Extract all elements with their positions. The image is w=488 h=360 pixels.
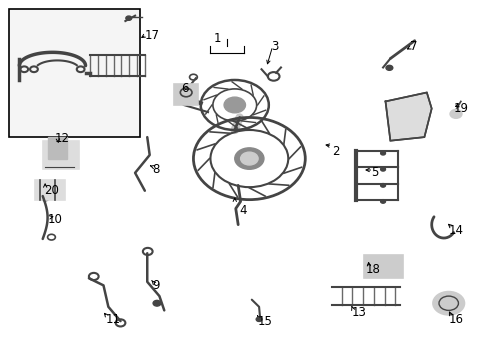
Bar: [351, 148, 409, 203]
Circle shape: [153, 300, 161, 306]
Text: 1: 1: [214, 32, 221, 45]
Text: 8: 8: [152, 163, 159, 176]
Circle shape: [385, 65, 392, 70]
Text: 10: 10: [47, 213, 62, 226]
Bar: [9, 9, 140, 137]
Bar: [35, 180, 64, 200]
Bar: [363, 255, 402, 278]
Text: 18: 18: [366, 263, 380, 276]
Text: 20: 20: [43, 184, 59, 197]
Text: 5: 5: [370, 166, 378, 179]
Text: 2: 2: [331, 145, 339, 158]
Text: 11: 11: [106, 313, 121, 326]
Text: 14: 14: [448, 224, 463, 237]
Circle shape: [380, 167, 385, 171]
Circle shape: [432, 292, 463, 315]
Text: 13: 13: [351, 306, 366, 319]
Text: 17: 17: [144, 29, 160, 42]
Bar: [174, 84, 198, 105]
Circle shape: [240, 152, 258, 165]
Bar: [47, 137, 67, 158]
Circle shape: [125, 16, 131, 20]
Text: 15: 15: [257, 315, 272, 328]
Text: 4: 4: [239, 204, 246, 217]
Circle shape: [224, 97, 245, 113]
Circle shape: [256, 317, 262, 321]
Text: 6: 6: [181, 82, 188, 95]
Circle shape: [380, 152, 385, 155]
Circle shape: [380, 200, 385, 203]
Circle shape: [449, 110, 461, 118]
Text: 19: 19: [453, 102, 468, 115]
Text: 16: 16: [448, 313, 463, 326]
Circle shape: [234, 148, 264, 169]
Bar: [42, 141, 79, 169]
Text: 7: 7: [409, 40, 416, 53]
Circle shape: [380, 184, 385, 187]
Text: 3: 3: [271, 40, 278, 53]
Text: 9: 9: [152, 279, 159, 292]
Text: 12: 12: [55, 132, 70, 145]
Polygon shape: [385, 93, 431, 141]
